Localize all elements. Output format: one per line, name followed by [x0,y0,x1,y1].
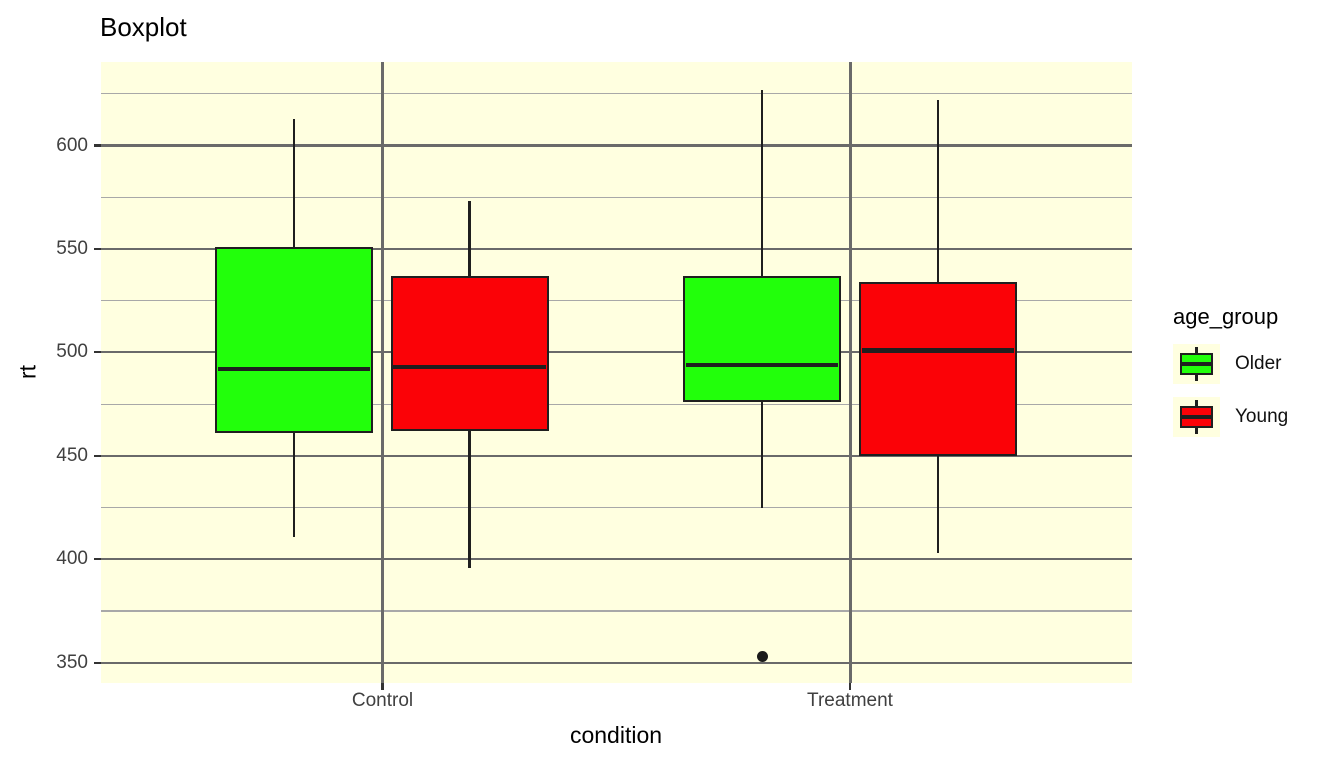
y-tick-label: 600 [56,134,88,156]
y-tick-mark [94,558,101,561]
y-tick-label: 450 [56,444,88,466]
box-treatment-young [859,282,1017,456]
y-tick-mark [94,661,101,664]
y-tick-mark [94,351,101,354]
gridline-minor [101,506,1132,509]
legend-key-young [1173,397,1220,437]
box-control-young [390,275,549,432]
legend-key-box-icon [1180,406,1213,428]
gridline-vertical-treatment [848,62,852,683]
gridline-major [101,144,1132,147]
y-tick-mark [94,454,101,457]
legend-entry-young: Young [1173,397,1288,437]
x-axis-title: condition [569,722,663,748]
legend-label-young: Young [1235,406,1289,427]
y-tick-label: 550 [56,237,88,259]
legend-key-median-icon [1182,362,1211,366]
y-axis-title: rt [14,364,41,380]
gridline-major [101,454,1132,457]
legend-title: age_group [1173,304,1279,329]
y-tick-mark [94,247,101,251]
legend-entries: Older Young [1173,344,1288,437]
box-control-older [215,246,373,434]
x-tick-label-treatment: Treatment [807,690,893,711]
gridline-minor [101,300,1132,302]
gridline-minor [101,610,1132,612]
gridline-major [101,558,1132,561]
gridline-vertical-control [381,62,384,683]
box-treatment-older [683,275,841,403]
legend-key-older [1173,344,1220,384]
gridline-minor [101,403,1132,405]
x-tick-label-control: Control [351,690,414,711]
median-treatment-young [861,348,1015,353]
gridline-major [101,661,1132,664]
legend-entry-older: Older [1173,344,1288,384]
legend: age_group Older Young [1173,304,1288,450]
median-control-older [217,366,371,372]
y-tick-mark [94,144,101,147]
legend-label-older: Older [1235,353,1282,374]
legend-key-box-icon [1180,353,1213,375]
median-treatment-older [685,362,839,368]
chart-title: Boxplot [100,12,187,42]
outlier-point-treatment-older [756,651,768,663]
gridline-major [101,351,1132,354]
y-tick-label: 500 [56,341,88,363]
median-control-young [393,364,546,370]
plot-panel [101,62,1132,683]
legend-key-median-icon [1182,415,1211,419]
gridline-minor [101,93,1132,95]
x-tick-mark [381,683,384,690]
y-tick-label: 400 [56,548,88,570]
gridline-major [101,247,1132,251]
y-tick-label: 350 [56,651,88,673]
x-tick-mark [848,683,852,690]
gridline-minor [101,196,1132,198]
